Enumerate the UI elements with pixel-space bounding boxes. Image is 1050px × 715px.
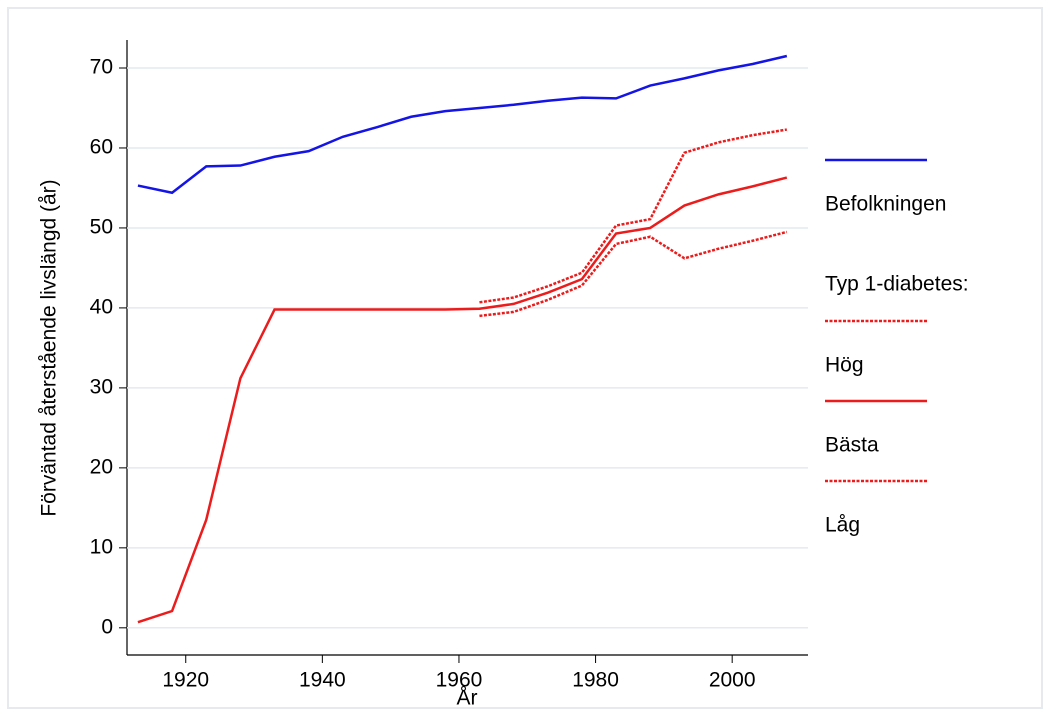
series-line [137,176,788,624]
y-axis-label: Förväntad återstående livslängd (år) [38,179,61,516]
series-line [479,128,788,304]
y-tick-label: 0 [101,615,113,638]
legend-title: Typ 1-diabetes: [825,273,969,296]
x-tick-label: 2000 [709,669,756,692]
series-line [137,54,788,195]
x-tick-label: 1940 [299,669,346,692]
x-tick-label: 1960 [436,669,483,692]
legend-label: Låg [825,514,860,537]
y-tick-label: 10 [90,535,113,558]
y-tick-label: 60 [90,136,113,159]
x-axis-label: År [457,687,478,710]
series-line [479,230,788,318]
x-tick-label: 1980 [572,669,619,692]
y-tick-label: 20 [90,455,113,478]
y-tick-label: 70 [90,56,113,79]
legend-label: Hög [825,354,864,377]
legend-label: Befolkningen [825,193,946,216]
x-tick-label: 1920 [162,669,209,692]
y-tick-label: 40 [90,295,113,318]
y-tick-label: 50 [90,215,113,238]
legend-label: Bästa [825,434,879,457]
frame [7,7,1043,709]
y-tick-label: 30 [90,375,113,398]
